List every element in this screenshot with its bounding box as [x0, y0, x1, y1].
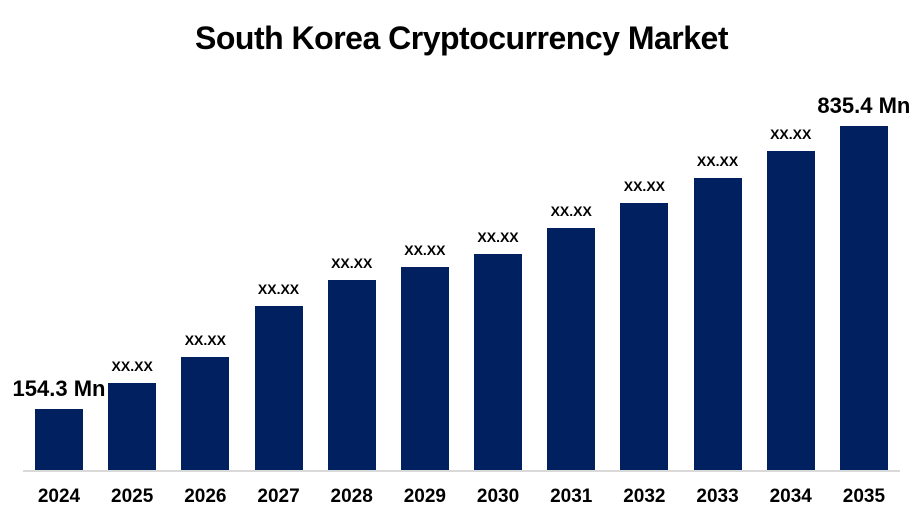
bar-column-2031: XX.XX [547, 202, 596, 472]
bar-column-2032: XX.XX [620, 177, 669, 472]
bar-column-2027: XX.XX [254, 280, 303, 472]
x-tick-2030: 2030 [476, 486, 520, 507]
x-tick-2035: 2035 [842, 486, 886, 507]
bar-column-2029: XX.XX [400, 241, 449, 472]
x-tick-2025: 2025 [111, 486, 154, 507]
x-tick-2031: 2031 [550, 486, 593, 507]
bar-2030 [474, 254, 523, 472]
bar-value-label-2026: XX.XX [184, 331, 226, 348]
x-tick-2024: 2024 [37, 486, 81, 507]
plot-area: 154.3 Mn XX.XX XX.XX XX.XX XX.XX XX.XX XX.XX XX… [13, 93, 910, 472]
bar-2033 [693, 178, 742, 472]
x-axis-labels: 2024 2025 2026 2027 2028 2029 2030 2031 2032 2033… [35, 486, 888, 508]
bar-column-2025: XX.XX [108, 357, 157, 472]
bar-2024 [35, 409, 83, 472]
bar-column-2026: XX.XX [181, 331, 230, 472]
bar-value-label-2034: XX.XX [770, 125, 812, 142]
bar-value-label-2033: XX.XX [696, 152, 739, 169]
bar-column-2033: XX.XX [693, 152, 742, 472]
bar-value-label-2029: XX.XX [404, 241, 446, 258]
bar-value-label-2027: XX.XX [257, 280, 300, 297]
bar-value-label-2025: XX.XX [111, 357, 153, 374]
bar-2025 [108, 383, 157, 472]
bar-value-label-2028: XX.XX [331, 254, 373, 271]
bar-2035 [839, 126, 888, 472]
x-tick-2033: 2033 [696, 486, 739, 507]
bar-column-2034: XX.XX [766, 125, 815, 472]
bar-2028 [327, 280, 376, 472]
bar-2026 [181, 357, 230, 472]
bar-2031 [547, 228, 596, 472]
bar-value-label-2035: 835.4 Mn [817, 92, 911, 118]
bar-2032 [620, 203, 669, 472]
bar-2029 [400, 267, 449, 472]
x-tick-2026: 2026 [184, 486, 227, 507]
bar-value-label-2024: 154.3 Mn [12, 375, 106, 401]
chart-title: South Korea Cryptocurrency Market [195, 20, 728, 56]
bar-2027 [254, 306, 303, 472]
x-tick-2028: 2028 [330, 486, 373, 507]
x-axis-line [23, 470, 900, 472]
bar-column-2028: XX.XX [327, 254, 376, 472]
bar-2034 [766, 151, 815, 472]
bar-value-label-2032: XX.XX [623, 177, 665, 194]
x-tick-2032: 2032 [623, 486, 666, 507]
bar-value-label-2030: XX.XX [477, 228, 519, 245]
bar-column-2030: XX.XX [474, 228, 523, 472]
x-tick-2034: 2034 [769, 486, 812, 507]
x-tick-2029: 2029 [403, 486, 446, 507]
bar-column-2024: 154.3 Mn [13, 376, 105, 472]
bar-value-label-2031: XX.XX [550, 202, 592, 219]
x-tick-2027: 2027 [257, 486, 300, 507]
bar-column-2035: 835.4 Mn [817, 93, 910, 472]
